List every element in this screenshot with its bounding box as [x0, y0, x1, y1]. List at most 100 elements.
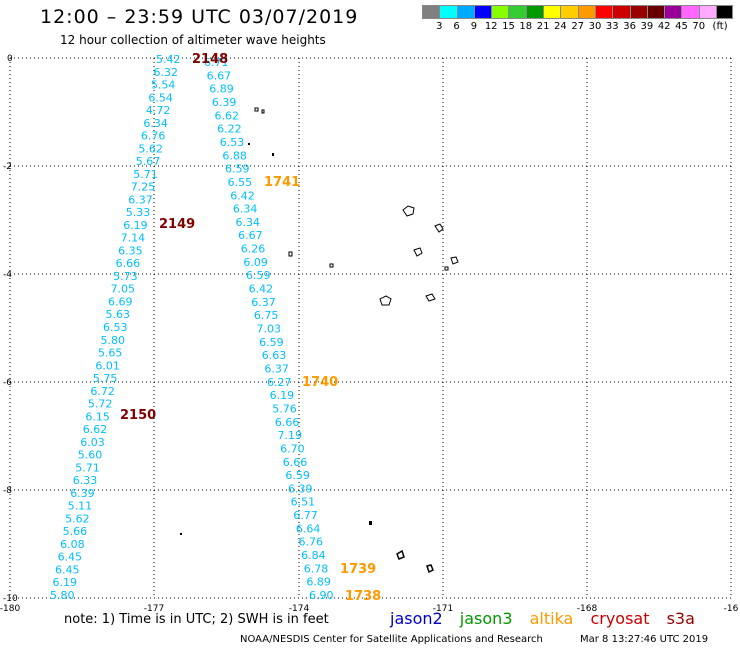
wave-height-value: 7.03: [257, 323, 282, 336]
island: [413, 247, 423, 257]
time-label: 1738: [345, 589, 381, 604]
wave-height-value: 6.15: [85, 410, 110, 423]
legend-label: 9: [470, 21, 478, 32]
legend-label: 45: [675, 21, 688, 32]
wave-height-value: 6.45: [58, 551, 82, 564]
legend-swatch: [646, 5, 665, 19]
wave-height-value: 6.66: [116, 257, 141, 270]
wave-height-value: 6.34: [236, 216, 261, 229]
axis-tick-labels: -180 -177 -174 -171 -168 -16 0 -2 -4 -6 -8 -10: [0, 54, 739, 614]
legend-label: 33: [605, 21, 619, 32]
wave-height-value: 5.76: [272, 402, 297, 415]
wave-height-value: 6.55: [228, 176, 253, 189]
satellite-jason2: jason2: [390, 609, 443, 628]
credit-line: NOAA/NESDIS Center for Satellite Applica…: [240, 634, 543, 645]
legend-label: 15: [502, 21, 515, 32]
wave-height-value: 6.39: [288, 482, 313, 495]
wave-height-value: 5.54: [151, 79, 176, 92]
wave-height-value: 5.11: [68, 500, 93, 513]
wave-height-value: 6.69: [108, 295, 133, 308]
wave-height-value: 6.88: [222, 149, 247, 162]
wave-height-value: 6.66: [283, 456, 308, 469]
legend-label: 39: [640, 21, 654, 32]
wave-height-value: 5.33: [126, 206, 151, 219]
legend-swatch: [422, 5, 440, 19]
legend-label: 6: [453, 21, 460, 32]
wave-height-value: 5.42: [156, 53, 181, 66]
legend-label: 12: [484, 21, 498, 32]
wave-height-value: 5.75: [93, 372, 118, 385]
wave-height-value: 6.19: [123, 219, 148, 232]
y-tick-label: -8: [3, 486, 12, 496]
x-tick-label: -180: [0, 604, 20, 614]
wave-height-value: 6.54: [148, 91, 173, 104]
x-tick-label: -177: [144, 604, 164, 614]
legend-swatch: [612, 5, 630, 19]
y-tick-label: 0: [7, 54, 13, 64]
wave-height-value: 7.14: [121, 232, 145, 245]
wave-height-value: 5.67: [136, 155, 161, 168]
wave-height-value: 6.53: [103, 321, 128, 334]
legend-swatch: [594, 5, 613, 19]
y-tick-label: -4: [3, 270, 12, 280]
wave-height-value: 6.39: [212, 96, 237, 109]
wave-height-value: 6.67: [207, 69, 232, 82]
map-grid: [9, 57, 732, 599]
wave-height-value: 6.77: [293, 509, 318, 522]
wave-height-value: 6.72: [90, 385, 115, 398]
legend-labels: 3 6 9 12 15 18 21 24 27 30 33 36 39 42 45 70 (ft): [422, 21, 733, 35]
wave-height-value: 6.37: [264, 362, 289, 375]
wave-height-value: 6.62: [83, 423, 108, 436]
wave-height-value: 6.37: [251, 296, 276, 309]
map-subtitle: 12 hour collection of altimeter wave hei…: [60, 33, 326, 47]
satellite-s3a: s3a: [666, 609, 695, 628]
time-label: 2148: [192, 52, 228, 67]
time-labels: 2148 2149 2150 1741 1740 1739 1738: [120, 52, 381, 604]
wave-height-value: 6.33: [73, 474, 98, 487]
x-tick-label: -16: [724, 604, 739, 614]
legend-swatch: [456, 5, 474, 19]
wave-height-value: 6.59: [225, 163, 250, 176]
legend-label: 42: [657, 21, 671, 32]
footer-note: note: 1) Time is in UTC; 2) SWH is in fe…: [64, 612, 329, 627]
wave-height-value: 5.62: [65, 512, 90, 525]
wave-height-value: 6.67: [238, 229, 263, 242]
island: [369, 521, 372, 525]
satellite-cryosat: cryosat: [590, 609, 650, 628]
color-legend: 3 6 9 12 15 18 21 24 27 30 33 36 39 42 45 70 (ft): [422, 5, 734, 35]
island: [254, 107, 259, 112]
wave-height-value: 6.19: [53, 576, 78, 589]
wave-height-value: 6.27: [267, 376, 292, 389]
wave-height-value: 6.08: [60, 538, 85, 551]
legend-label: 27: [571, 21, 585, 32]
time-label: 1739: [340, 562, 376, 577]
legend-swatch: [577, 5, 595, 19]
legend-swatch: [543, 5, 561, 19]
wave-height-value: 7.05: [111, 283, 136, 296]
wave-height-value: 6.89: [209, 83, 234, 96]
wave-height-value: 6.53: [220, 136, 245, 149]
time-label: 2150: [120, 408, 156, 423]
wave-height-value: 6.35: [118, 244, 142, 257]
wave-height-value: 7.19: [278, 429, 303, 442]
wave-height-value: 5.62: [138, 142, 163, 155]
generated-timestamp: Mar 8 13:27:46 UTC 2019: [580, 634, 709, 645]
wave-height-value: 6.32: [153, 66, 178, 79]
legend-label: 18: [519, 21, 533, 32]
map-title: 12:00 – 23:59 UTC 03/07/2019: [40, 6, 359, 28]
time-label: 1740: [302, 375, 338, 390]
island: [272, 153, 274, 156]
island: [396, 549, 405, 560]
island: [450, 256, 459, 265]
wave-height-value: 6.84: [301, 549, 326, 562]
wave-height-value: 6.34: [233, 203, 258, 216]
island: [402, 205, 415, 217]
x-tick-label: -168: [577, 604, 598, 614]
y-tick-label: -6: [3, 378, 12, 388]
wave-height-value: 5.80: [50, 589, 75, 602]
satellite-legend: jason2 jason3 altika cryosat s3a: [390, 609, 707, 628]
wave-height-value: 6.45: [55, 563, 80, 576]
legend-swatch: [508, 5, 526, 19]
legend-swatch: [716, 5, 734, 19]
